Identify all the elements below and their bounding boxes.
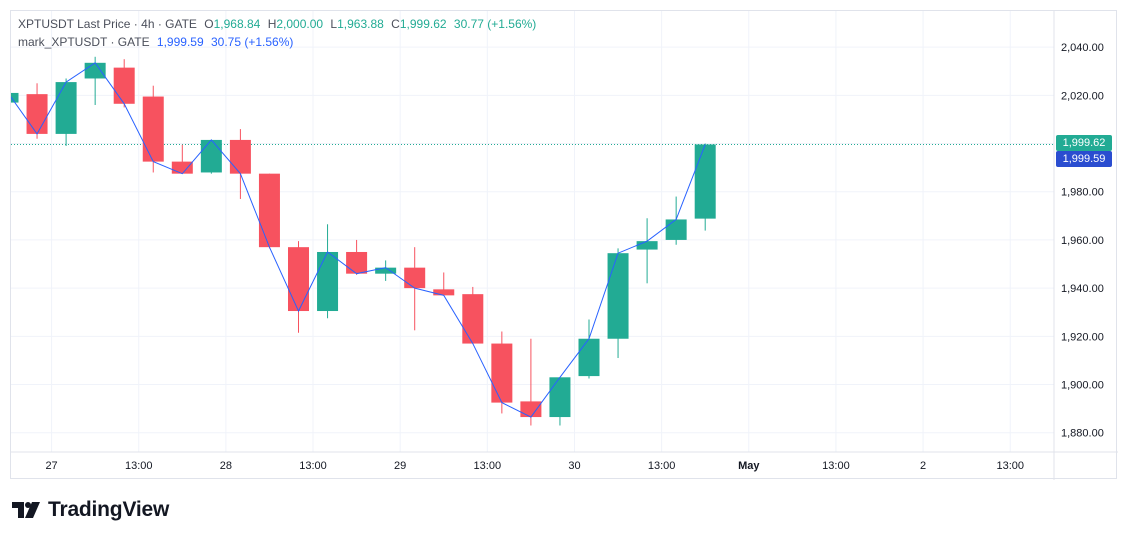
- x-tick-label: 29: [394, 460, 406, 472]
- legend-low-label: L: [330, 17, 338, 31]
- tradingview-logo-icon: [12, 502, 40, 518]
- chart-frame[interactable]: 1,880.00 1,900.00 1,920.00 1,940.00 1,960.00…: [10, 10, 1118, 480]
- candle-body-down: [113, 67, 135, 104]
- y-tick-label: 1,880.00: [1061, 428, 1104, 440]
- candle-body-up: [636, 241, 658, 250]
- y-tick-label: 1,940.00: [1061, 283, 1104, 295]
- candle-body-up: [317, 251, 339, 312]
- y-tick-label: 1,920.00: [1061, 331, 1104, 343]
- x-tick-label: 30: [568, 460, 580, 472]
- candle-body-down: [404, 267, 426, 289]
- candle-body-down: [346, 251, 368, 274]
- candle-body-up: [694, 144, 716, 219]
- candle-body-down: [26, 94, 48, 134]
- chart-canvas[interactable]: 1,880.00 1,900.00 1,920.00 1,940.00 1,960.00…: [11, 11, 1118, 480]
- candle-body-down: [258, 173, 280, 248]
- tradingview-logo-text: TradingView: [48, 498, 170, 521]
- mark-legend-change: 30.75 (+1.56%): [210, 35, 294, 49]
- legend-close: 1,999.62: [399, 17, 447, 31]
- mark-price-tag: 1,999.59: [1056, 151, 1112, 167]
- legend-high: 2,000.00: [276, 17, 324, 31]
- candle-body-up: [55, 82, 77, 134]
- x-tick-label: 13:00: [648, 460, 676, 472]
- x-tick-label: 2: [920, 460, 926, 472]
- candle-body-down: [520, 401, 542, 418]
- candle-body-up: [549, 377, 571, 418]
- candle-body-up: [375, 267, 397, 274]
- legend-open: 1,968.84: [213, 17, 261, 31]
- legend-low: 1,963.88: [337, 17, 384, 31]
- x-tick-label: 13:00: [299, 460, 327, 472]
- candle-body-down: [288, 247, 309, 312]
- x-tick-label: May: [738, 460, 760, 472]
- candle-body-down: [491, 343, 513, 403]
- x-tick-label: 28: [220, 460, 232, 472]
- candle-body-up: [578, 338, 600, 377]
- y-tick-label: 2,020.00: [1061, 90, 1104, 102]
- candle-body-down: [229, 139, 251, 174]
- candle-body-down: [433, 289, 455, 296]
- mark-legend: mark_XPTUSDT · GATE 1,999.59 30.75 (+1.5…: [18, 35, 297, 49]
- candle-body-down: [142, 96, 164, 162]
- y-tick-label: 1,900.00: [1061, 380, 1104, 392]
- mark-legend-symbol: mark_XPTUSDT · GATE: [18, 35, 150, 49]
- candle-body-down: [462, 294, 484, 344]
- y-tick-label: 1,980.00: [1061, 187, 1104, 199]
- candle-body-up: [665, 219, 687, 240]
- candle-body-up: [607, 253, 629, 339]
- x-tick-label: 13:00: [822, 460, 850, 472]
- x-tick-label: 27: [45, 460, 57, 472]
- y-tick-label: 1,960.00: [1061, 235, 1104, 247]
- legend-close-label: C: [391, 17, 400, 31]
- y-tick-label: 2,040.00: [1061, 42, 1104, 54]
- mark-price-line: [11, 62, 706, 418]
- candle-body-up: [84, 62, 106, 79]
- legend-change: 30.77 (+1.56%): [453, 17, 537, 31]
- candle-body-up: [11, 92, 19, 103]
- last-price-tag: 1,999.62: [1056, 135, 1112, 151]
- tradingview-logo[interactable]: TradingView: [12, 498, 169, 522]
- x-tick-label: 13:00: [125, 460, 153, 472]
- candle-body-down: [171, 161, 193, 174]
- candle-body-up: [200, 139, 222, 173]
- price-legend: XPTUSDT Last Price · 4h · GATE O1,968.84…: [18, 17, 540, 31]
- x-tick-label: 13:00: [996, 460, 1024, 472]
- legend-high-label: H: [267, 17, 277, 31]
- x-tick-label: 13:00: [474, 460, 502, 472]
- legend-open-label: O: [204, 17, 214, 31]
- legend-symbol: XPTUSDT Last Price · 4h · GATE: [18, 17, 197, 31]
- mark-legend-value: 1,999.59: [156, 35, 204, 49]
